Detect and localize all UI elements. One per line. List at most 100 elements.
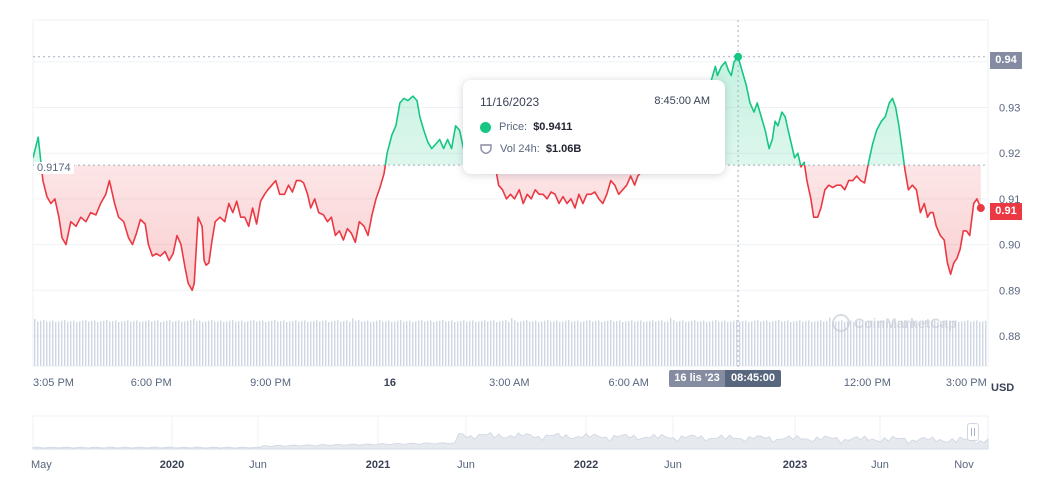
tooltip-date: 11/16/2023	[480, 95, 540, 109]
volume-bar	[976, 320, 978, 366]
volume-bar	[436, 321, 438, 366]
open-price-label: 0.9174	[34, 162, 74, 174]
volume-bar	[52, 320, 54, 366]
volume-bar	[514, 320, 516, 366]
volume-bar	[898, 321, 900, 366]
volume-bar	[130, 321, 132, 366]
volume-bar	[718, 321, 720, 366]
volume-bar	[265, 322, 267, 366]
volume-bar	[400, 320, 402, 366]
overview-x-tick-label: 2023	[783, 459, 807, 471]
volume-bar	[331, 321, 333, 366]
volume-bar	[490, 321, 492, 366]
volume-bar	[412, 322, 414, 366]
volume-bar	[142, 321, 144, 366]
volume-bar	[574, 321, 576, 366]
volume-bar	[205, 321, 207, 366]
volume-bar	[385, 321, 387, 366]
volume-bar	[79, 321, 81, 366]
hover-point	[734, 52, 743, 61]
volume-bar	[421, 320, 423, 366]
volume-bar	[310, 321, 312, 366]
volume-bar	[901, 320, 903, 366]
volume-bar	[199, 320, 201, 366]
volume-bar	[916, 322, 918, 366]
volume-bar	[328, 322, 330, 366]
volume-bar	[196, 321, 198, 366]
volume-bar	[661, 320, 663, 366]
volume-bar	[304, 320, 306, 366]
volume-bar	[733, 320, 735, 366]
volume-bar	[577, 320, 579, 366]
volume-bar	[889, 321, 891, 366]
volume-bar	[406, 321, 408, 366]
grip-line-icon	[974, 428, 975, 436]
volume-bar	[256, 321, 258, 366]
volume-bar	[139, 322, 141, 366]
volume-bar	[709, 321, 711, 366]
volume-bar	[814, 321, 816, 366]
volume-bar	[325, 320, 327, 366]
overview-x-tick-label: Jun	[249, 459, 267, 471]
volume-bar	[958, 322, 960, 366]
volume-bar	[238, 321, 240, 366]
volume-bar	[388, 320, 390, 366]
volume-bar	[883, 320, 885, 366]
volume-bar	[961, 321, 963, 366]
price-dot-icon	[480, 121, 491, 133]
volume-bar	[67, 321, 69, 366]
x-tick-label: 9:00 PM	[250, 377, 291, 389]
volume-bar	[523, 320, 525, 366]
volume-bar	[583, 321, 585, 366]
crosshair-price-tag: 0.94	[990, 52, 1022, 69]
volume-bar	[463, 320, 465, 366]
volume-bar	[364, 321, 366, 366]
volume-bar	[283, 320, 285, 366]
volume-bar	[358, 320, 360, 366]
volume-bar	[169, 320, 171, 366]
volume-bar	[322, 321, 324, 366]
volume-bar	[82, 320, 84, 366]
volume-bar	[907, 321, 909, 366]
volume-bar	[853, 322, 855, 366]
volume-bar	[505, 320, 507, 366]
volume-bar	[748, 322, 750, 366]
volume-bar	[154, 321, 156, 366]
volume-bar	[547, 320, 549, 366]
volume-bar	[478, 321, 480, 366]
volume-bar	[589, 320, 591, 366]
volume-bar	[766, 320, 768, 366]
volume-bar	[466, 321, 468, 366]
x-tick-label: 16	[384, 377, 396, 389]
volume-bar	[649, 320, 651, 366]
volume-bar	[652, 320, 654, 366]
volume-bar	[61, 320, 63, 366]
volume-bar	[538, 322, 540, 366]
volume-bar	[805, 321, 807, 366]
volume-bar	[220, 320, 222, 366]
volume-bar	[730, 321, 732, 366]
overview-x-tick-label: Jun	[664, 459, 682, 471]
volume-bar	[844, 321, 846, 366]
volume-bar	[724, 320, 726, 366]
volume-bar	[769, 322, 771, 366]
volume-bar	[409, 320, 411, 366]
volume-bar	[118, 322, 120, 366]
volume-bar	[529, 321, 531, 366]
volume-bar	[343, 321, 345, 366]
volume-bar	[472, 320, 474, 366]
volume-bar	[835, 321, 837, 366]
volume-bar	[340, 321, 342, 366]
volume-bar	[598, 320, 600, 366]
volume-bar	[667, 321, 669, 366]
volume-bar	[73, 320, 75, 366]
volume-bar	[616, 321, 618, 366]
volume-bar	[307, 322, 309, 366]
volume-bar	[706, 322, 708, 366]
volume-bar	[292, 320, 294, 366]
volume-bar	[550, 321, 552, 366]
volume-bar	[424, 321, 426, 366]
x-tick-label: 3:00 PM	[946, 377, 987, 389]
range-slider-handle[interactable]	[967, 423, 979, 441]
